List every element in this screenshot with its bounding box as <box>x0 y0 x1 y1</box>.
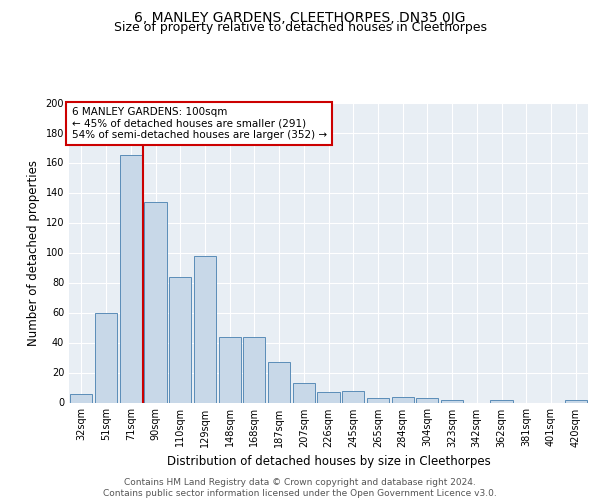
Bar <box>119 155 142 402</box>
Bar <box>169 276 191 402</box>
Bar <box>317 392 340 402</box>
Bar <box>70 394 92 402</box>
Text: 6, MANLEY GARDENS, CLEETHORPES, DN35 0JG: 6, MANLEY GARDENS, CLEETHORPES, DN35 0JG <box>134 11 466 25</box>
Bar <box>293 383 315 402</box>
Text: 6 MANLEY GARDENS: 100sqm
← 45% of detached houses are smaller (291)
54% of semi-: 6 MANLEY GARDENS: 100sqm ← 45% of detach… <box>71 107 327 140</box>
Bar <box>95 312 117 402</box>
Text: Contains HM Land Registry data © Crown copyright and database right 2024.
Contai: Contains HM Land Registry data © Crown c… <box>103 478 497 498</box>
Bar <box>145 202 167 402</box>
Bar <box>243 336 265 402</box>
Bar <box>367 398 389 402</box>
Y-axis label: Number of detached properties: Number of detached properties <box>27 160 40 346</box>
Bar <box>268 362 290 403</box>
Bar <box>441 400 463 402</box>
Bar <box>392 396 414 402</box>
Bar <box>416 398 439 402</box>
Bar <box>565 400 587 402</box>
Bar <box>342 390 364 402</box>
Text: Size of property relative to detached houses in Cleethorpes: Size of property relative to detached ho… <box>113 22 487 35</box>
Bar <box>490 400 512 402</box>
Bar <box>194 256 216 402</box>
X-axis label: Distribution of detached houses by size in Cleethorpes: Distribution of detached houses by size … <box>167 455 490 468</box>
Bar <box>218 336 241 402</box>
